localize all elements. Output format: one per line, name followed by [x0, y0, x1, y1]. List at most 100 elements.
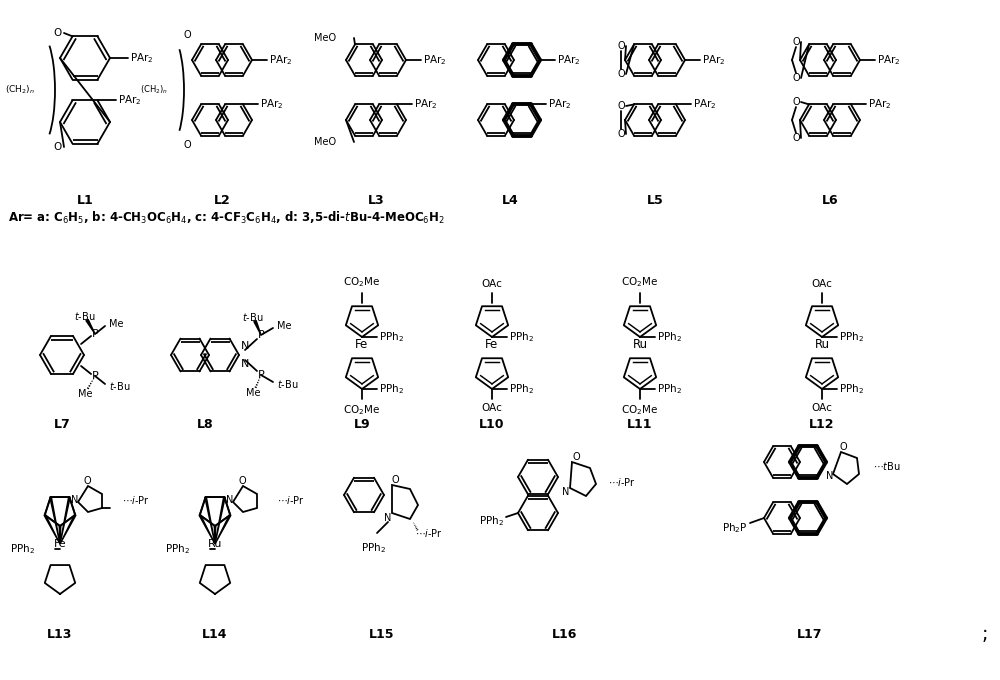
Text: O: O: [617, 101, 625, 111]
Text: $\cdots$$i$-Pr: $\cdots$$i$-Pr: [277, 494, 305, 506]
Text: PPh$_2$: PPh$_2$: [10, 542, 35, 556]
Text: N: N: [226, 495, 234, 505]
Text: ;: ;: [982, 626, 988, 645]
Text: L1: L1: [77, 194, 93, 207]
Text: L11: L11: [627, 418, 653, 432]
Text: O: O: [572, 452, 580, 462]
Text: O: O: [183, 140, 191, 150]
Text: L17: L17: [797, 628, 823, 641]
Text: CO$_2$Me: CO$_2$Me: [343, 403, 381, 417]
Text: N: N: [826, 471, 834, 481]
Text: PAr$_2$: PAr$_2$: [423, 53, 447, 67]
Text: $t$-Bu: $t$-Bu: [277, 378, 298, 390]
Text: L5: L5: [647, 194, 663, 207]
Text: N: N: [241, 359, 249, 369]
Text: CO$_2$Me: CO$_2$Me: [621, 275, 659, 289]
Text: $\cdots$$i$-Pr: $\cdots$$i$-Pr: [415, 527, 443, 539]
Text: PAr$_2$: PAr$_2$: [548, 97, 572, 112]
Text: PPh$_2$: PPh$_2$: [479, 514, 504, 528]
Text: L12: L12: [809, 418, 835, 432]
Text: PPh$_2$: PPh$_2$: [509, 382, 534, 396]
Polygon shape: [215, 497, 225, 544]
Polygon shape: [205, 497, 215, 544]
Text: PAr$_2$: PAr$_2$: [260, 97, 284, 112]
Text: L10: L10: [479, 418, 505, 432]
Text: O: O: [238, 476, 246, 486]
Text: O: O: [83, 476, 91, 486]
Text: P: P: [92, 371, 98, 381]
Text: OAc: OAc: [812, 279, 832, 289]
Text: L7: L7: [54, 418, 70, 432]
Text: OAc: OAc: [482, 403, 502, 413]
Text: O: O: [54, 28, 62, 38]
Text: PAr$_2$: PAr$_2$: [868, 97, 892, 112]
Text: OAc: OAc: [482, 279, 502, 289]
Text: Ru: Ru: [208, 539, 222, 549]
Text: Ar= a: C$_6$H$_5$, b: 4-CH$_3$OC$_6$H$_4$, c: 4-CF$_3$C$_6$H$_4$, d: 3,5-di-$t$B: Ar= a: C$_6$H$_5$, b: 4-CH$_3$OC$_6$H$_4…: [8, 210, 445, 226]
Text: L16: L16: [552, 628, 578, 641]
Text: N: N: [241, 341, 249, 351]
Text: (CH$_2$)$_n$: (CH$_2$)$_n$: [5, 84, 35, 97]
Text: L3: L3: [368, 194, 384, 207]
Text: Fe: Fe: [54, 539, 66, 549]
Text: Ru: Ru: [814, 339, 830, 352]
Text: PAr$_2$: PAr$_2$: [877, 53, 901, 67]
Text: O: O: [183, 30, 191, 40]
Text: O: O: [839, 442, 847, 452]
Polygon shape: [60, 515, 76, 544]
Text: PPh$_2$: PPh$_2$: [509, 330, 534, 344]
Text: PPh$_2$: PPh$_2$: [361, 541, 387, 555]
Text: OAc: OAc: [812, 403, 832, 413]
Text: Fe: Fe: [355, 339, 369, 352]
Text: O: O: [617, 41, 625, 51]
Text: PAr$_2$: PAr$_2$: [269, 53, 293, 67]
Text: PPh$_2$: PPh$_2$: [839, 382, 864, 396]
Polygon shape: [254, 320, 261, 335]
Text: L2: L2: [214, 194, 230, 207]
Text: PPh$_2$: PPh$_2$: [379, 330, 404, 344]
Text: CO$_2$Me: CO$_2$Me: [343, 275, 381, 289]
Text: N: N: [71, 495, 79, 505]
Text: O: O: [792, 133, 800, 143]
Text: P: P: [92, 329, 98, 339]
Text: O: O: [792, 37, 800, 47]
Text: PAr$_2$: PAr$_2$: [414, 97, 438, 112]
Text: Fe: Fe: [485, 339, 499, 352]
Text: Me: Me: [246, 388, 260, 398]
Polygon shape: [214, 526, 216, 544]
Text: L15: L15: [369, 628, 395, 641]
Text: Ph$_2$P: Ph$_2$P: [722, 521, 748, 535]
Text: Me: Me: [109, 319, 124, 329]
Text: CO$_2$Me: CO$_2$Me: [621, 403, 659, 417]
Text: PAr$_2$: PAr$_2$: [702, 53, 726, 67]
Text: Me: Me: [78, 389, 92, 399]
Polygon shape: [50, 497, 60, 544]
Text: O: O: [391, 475, 399, 485]
Text: P: P: [258, 330, 264, 340]
Text: O: O: [54, 142, 62, 152]
Text: (CH$_2$)$_n$: (CH$_2$)$_n$: [140, 84, 168, 97]
Text: O: O: [617, 69, 625, 79]
Text: $t$-Bu: $t$-Bu: [109, 380, 130, 392]
Text: $t$-Bu: $t$-Bu: [74, 310, 96, 322]
Text: L4: L4: [502, 194, 518, 207]
Text: $\cdots$$t$Bu: $\cdots$$t$Bu: [873, 460, 901, 472]
Text: L13: L13: [47, 628, 73, 641]
Text: MeO: MeO: [314, 137, 336, 147]
Text: L6: L6: [822, 194, 838, 207]
Polygon shape: [60, 497, 70, 544]
Text: PPh$_2$: PPh$_2$: [379, 382, 404, 396]
Text: MeO: MeO: [314, 33, 336, 43]
Text: $t$-Bu: $t$-Bu: [242, 311, 264, 323]
Text: P: P: [258, 370, 264, 380]
Polygon shape: [44, 515, 60, 544]
Text: PAr$_2$: PAr$_2$: [118, 93, 141, 107]
Text: PAr$_2$: PAr$_2$: [693, 97, 717, 112]
Text: L9: L9: [354, 418, 370, 432]
Text: $\cdots$$i$-Pr: $\cdots$$i$-Pr: [608, 476, 636, 488]
Text: L14: L14: [202, 628, 228, 641]
Text: Me: Me: [277, 321, 292, 331]
Polygon shape: [59, 526, 61, 544]
Text: $\cdots$$i$-Pr: $\cdots$$i$-Pr: [122, 494, 150, 506]
Text: L8: L8: [197, 418, 213, 432]
